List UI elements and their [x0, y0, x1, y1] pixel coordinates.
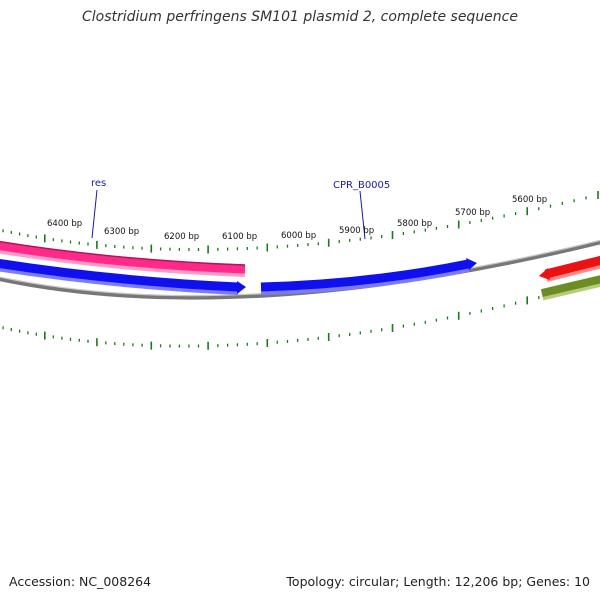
tick-label-6100: 6100 bp [222, 232, 257, 242]
tick-label-5800: 5800 bp [397, 219, 432, 229]
map-title: Clostridium perfringens SM101 plasmid 2,… [82, 9, 518, 25]
res-label-leader [91, 189, 98, 239]
red-feature-arrow [539, 268, 550, 280]
olive-feature[interactable] [541, 275, 600, 297]
blue-feature-left[interactable] [0, 258, 239, 292]
res-label[interactable]: res [91, 178, 106, 189]
tick-label-6200: 6200 bp [164, 232, 199, 242]
accession-text: Accession: NC_008264 [9, 574, 152, 589]
res-feature[interactable] [0, 241, 246, 274]
tick-label-5900: 5900 bp [339, 226, 374, 236]
tick-label-5600: 5600 bp [512, 195, 547, 205]
tick-label-6000: 6000 bp [281, 231, 316, 241]
res-feature-edge [0, 240, 246, 266]
tick-label-5700: 5700 bp [455, 208, 490, 218]
cpr-b0005-feature-arrow [466, 258, 477, 270]
cpr-b0005-label[interactable]: CPR_B0005 [333, 180, 390, 191]
tick-label-6400: 6400 bp [47, 219, 82, 229]
blue-feature-left-arrow [237, 281, 246, 294]
plasmid-backbone [0, 240, 600, 300]
outer-tick-ring [2, 191, 599, 254]
cpr-b0005-feature[interactable] [260, 259, 469, 292]
topology-text: Topology: circular; Length: 12,206 bp; G… [286, 574, 590, 589]
cpr-b0005-label-leader [359, 190, 366, 240]
tick-label-6300: 6300 bp [104, 227, 139, 237]
red-feature[interactable] [544, 255, 600, 279]
